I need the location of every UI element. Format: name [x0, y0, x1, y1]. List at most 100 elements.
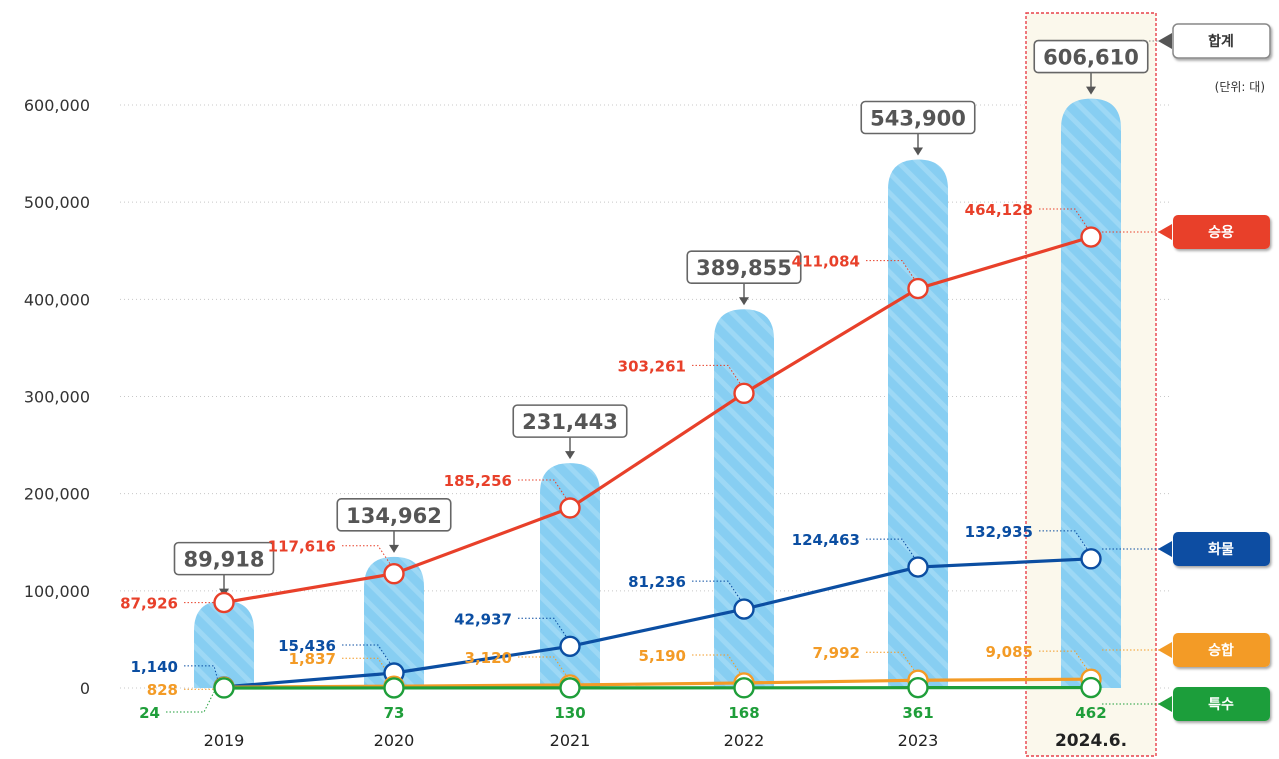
total-callout-box [1033, 39, 1149, 74]
total-value-label: 606,610 [1043, 46, 1139, 70]
leader-화물-1 [342, 644, 391, 664]
total-callout-box [336, 498, 452, 532]
legend-화물: 화물 [1102, 532, 1270, 566]
total-callout-arrow [913, 147, 923, 156]
total-bar-2024.6. [1061, 98, 1121, 689]
leader-lines [166, 208, 1088, 713]
total-callout-box [512, 404, 628, 438]
data-label-화물-2020: 15,436 [278, 637, 336, 655]
x-tick-label-4: 2023 [898, 731, 939, 750]
data-label-승합-2024.6.: 9,085 [986, 643, 1033, 661]
point-화물-2023 [907, 556, 929, 578]
data-label-승용-2020: 117,616 [268, 538, 336, 556]
data-label-승합-2019: 828 [147, 681, 178, 699]
series-line-승합 [223, 677, 1092, 689]
legend-total-box [1172, 23, 1271, 59]
data-label-승용-2021: 185,256 [444, 472, 512, 490]
legend-승용-arrow [1158, 224, 1172, 240]
leader-승용-4 [866, 260, 915, 279]
data-label-특수-2024.6.: 462 [1075, 704, 1106, 722]
point-승용-2020 [383, 563, 405, 585]
total-callout-arrow [1086, 86, 1096, 95]
series-lines [223, 235, 1092, 690]
data-label-특수-2022: 168 [728, 704, 759, 722]
legend-total-arrow [1158, 33, 1172, 49]
legend-특수-arrow [1158, 696, 1172, 712]
total-callout-box [173, 541, 275, 576]
leader-승용-1 [342, 545, 391, 564]
total-callout-arrow [389, 544, 399, 553]
legend-화물-text: 화물 [1208, 542, 1234, 558]
leader-화물-5 [1039, 530, 1088, 550]
point-화물-2021 [559, 635, 581, 657]
series-line-화물 [223, 557, 1092, 689]
total-callout-2022: 389,855 [686, 250, 802, 306]
series-points [213, 226, 1102, 699]
unit-label: (단위: 대) [1215, 80, 1265, 94]
leader-승합-5 [1039, 650, 1088, 670]
legend-특수-box [1173, 687, 1270, 721]
legend-화물-box [1173, 532, 1270, 566]
total-bar-2019 [194, 600, 254, 688]
total-labels: 89,918 134,962 231,443 389,855 543,900 606,61… [173, 39, 1149, 597]
legend-total: 합계 [1142, 23, 1271, 59]
point-승용-2019 [213, 591, 235, 614]
total-bar-2022 [714, 309, 774, 688]
total-callout-2023: 543,900 [860, 100, 976, 156]
point-승용-2023 [907, 277, 929, 300]
total-callout-box [686, 250, 802, 284]
legend-승용-box [1173, 215, 1270, 249]
total-callout-arrow [565, 451, 575, 460]
x-tick-label-5: 2024.6. [1055, 731, 1127, 751]
total-callout-arrow [739, 297, 749, 306]
x-axis: 2019 2020 2021 2022 2023 2024.6. [204, 731, 1127, 751]
point-특수-2024.6. [1080, 676, 1102, 699]
data-label-화물-2022: 81,236 [628, 573, 686, 591]
data-label-승용-2023: 411,084 [792, 253, 860, 271]
y-axis: 0 100,000 200,000 300,000 400,000 500,000 600,… [24, 80, 1265, 698]
total-bar-2023 [888, 159, 948, 688]
y-tick-label-2: 200,000 [24, 485, 90, 504]
point-특수-2019 [213, 677, 235, 699]
total-callout-box [860, 100, 976, 135]
legend-특수: 특수 [1102, 687, 1270, 721]
point-화물-2024.6. [1080, 548, 1102, 570]
leader-승합-2 [518, 656, 567, 676]
total-value-label: 231,443 [522, 410, 618, 434]
total-callout-2024.6.: 606,610 [1033, 39, 1149, 95]
legend-total-text: 합계 [1208, 33, 1234, 50]
leader-승용-2 [518, 479, 567, 499]
data-label-승합-2020: 1,837 [289, 650, 336, 668]
x-tick-label-2: 2021 [550, 731, 591, 750]
legend-승합-arrow [1158, 642, 1172, 658]
y-tick-label-0: 0 [80, 679, 90, 698]
total-bars [194, 98, 1121, 689]
total-value-label: 89,918 [183, 548, 264, 572]
x-tick-label-0: 2019 [204, 731, 245, 750]
total-bar-2020 [364, 556, 424, 688]
data-label-화물-2019: 1,140 [131, 658, 178, 676]
total-value-label: 543,900 [870, 107, 966, 131]
total-value-label: 389,855 [696, 256, 792, 280]
data-label-승합-2021: 3,120 [465, 649, 512, 667]
leader-승합-3 [692, 654, 741, 674]
leader-승용-0 [184, 596, 219, 604]
y-tick-label-1: 100,000 [24, 582, 90, 601]
point-특수-2022 [733, 677, 755, 699]
series-line-승용 [223, 235, 1092, 605]
data-label-특수-2020: 73 [384, 704, 405, 722]
series-labels: 87,926 117,616 185,256 303,261 411,084 464,12… [120, 201, 1107, 722]
legend-승합: 승합 [1102, 633, 1270, 667]
data-label-화물-2024.6.: 132,935 [965, 523, 1033, 541]
x-tick-label-3: 2022 [724, 731, 765, 750]
leader-승합-4 [866, 651, 915, 671]
leader-특수-0 [166, 691, 215, 713]
point-특수-2021 [559, 677, 581, 699]
legend-승합-text: 승합 [1208, 642, 1234, 659]
data-label-승용-2022: 303,261 [618, 357, 686, 375]
total-callout-2020: 134,962 [336, 498, 452, 553]
y-tick-label-4: 400,000 [24, 290, 90, 309]
leader-승용-5 [1039, 208, 1088, 228]
